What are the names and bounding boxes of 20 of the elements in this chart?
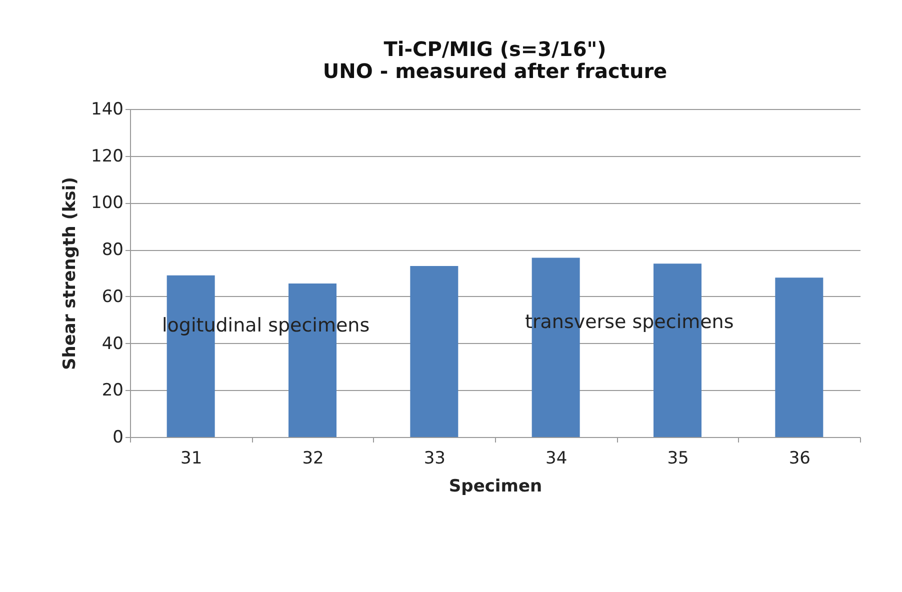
y-tick-label: 40 bbox=[102, 334, 124, 354]
x-tick-label: 35 bbox=[667, 448, 689, 468]
y-tick-label: 20 bbox=[102, 380, 124, 401]
y-tick-label: 140 bbox=[91, 100, 124, 120]
y-tick-label: 0 bbox=[112, 428, 124, 448]
x-tick-label: 32 bbox=[302, 448, 324, 468]
text: UNO - measured after fracture bbox=[322, 59, 668, 83]
y-tick-label: 80 bbox=[102, 240, 124, 260]
y-tick-label: 100 bbox=[91, 193, 124, 214]
x-axis-title: Specimen bbox=[448, 476, 542, 496]
bar bbox=[410, 266, 458, 437]
x-tick-label: 34 bbox=[546, 448, 568, 468]
y-axis-title: Shear strength (ksi) bbox=[60, 176, 80, 370]
y-tick-label: 120 bbox=[91, 146, 124, 166]
bar bbox=[775, 278, 824, 437]
x-tick-label: 31 bbox=[180, 448, 202, 468]
text: Ti-CP/MIG (s=3/16") bbox=[384, 37, 606, 61]
x-tick-label: 33 bbox=[424, 448, 446, 468]
y-tick-label: 60 bbox=[102, 286, 124, 307]
x-tick-label: 36 bbox=[788, 448, 810, 468]
